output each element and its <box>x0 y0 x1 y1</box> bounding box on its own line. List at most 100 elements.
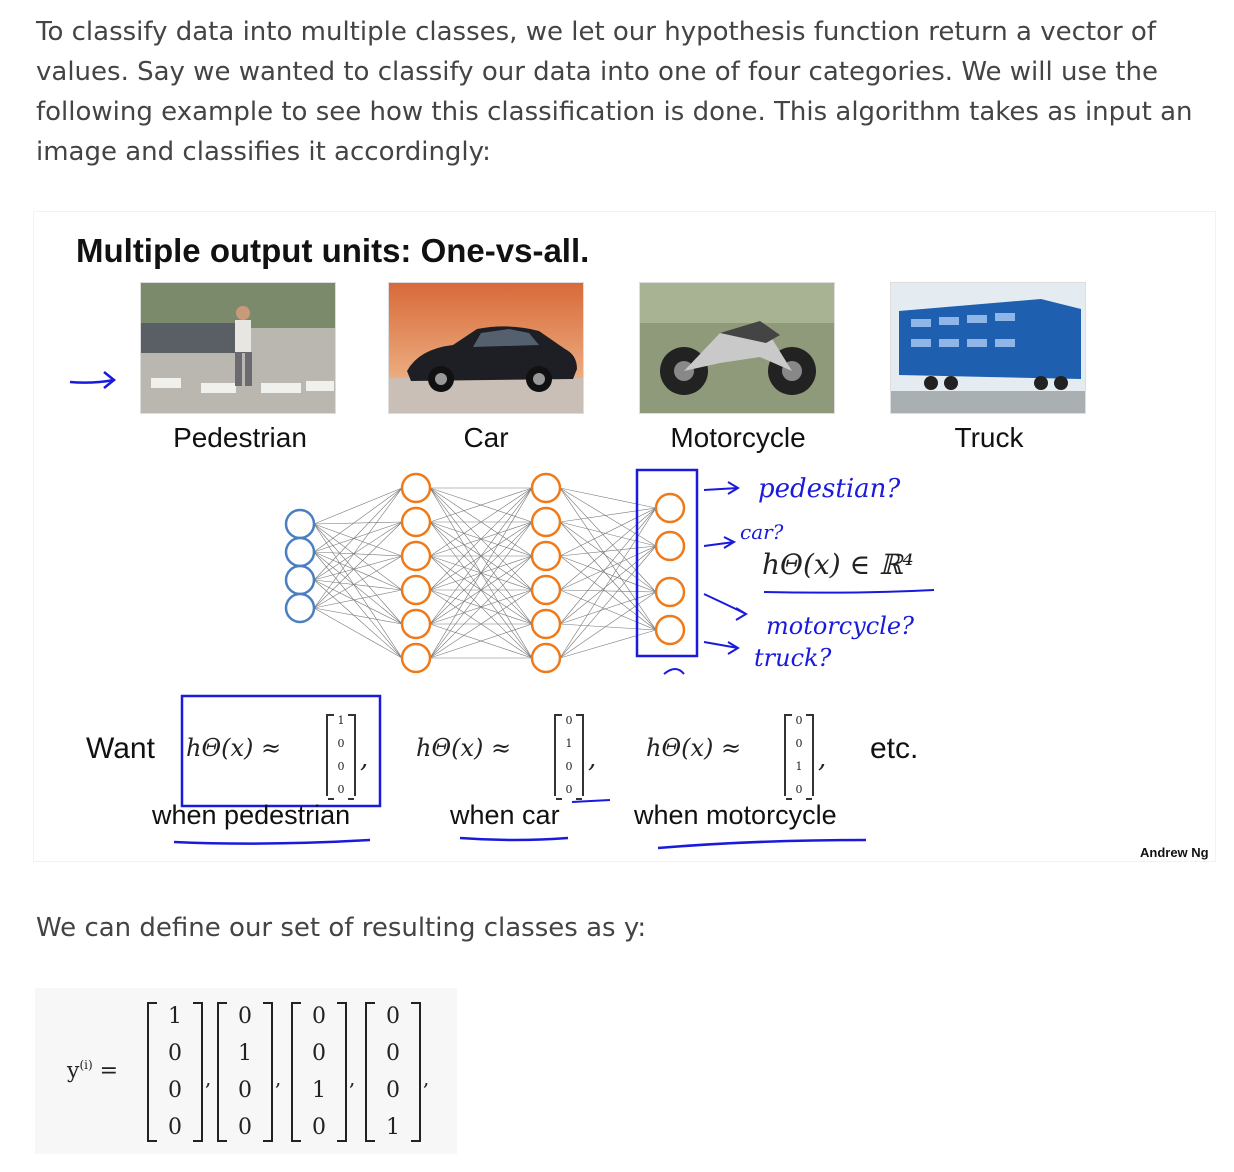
network-edge <box>559 521 657 547</box>
network-edge <box>313 607 403 659</box>
category-label-pedestrian: Pedestrian <box>173 422 307 453</box>
network-edge <box>313 579 403 625</box>
network-edge <box>559 487 657 509</box>
hypothesis-3: hΘ(x) ≈ <box>646 734 742 762</box>
hidden1-neuron <box>400 608 432 640</box>
hidden2-neuron <box>530 608 562 640</box>
network-edge <box>313 579 403 659</box>
network-edge <box>313 487 403 553</box>
network-edge <box>559 507 657 625</box>
network-edge <box>313 607 403 625</box>
network-edge <box>313 555 403 609</box>
hidden1-neuron <box>400 540 432 572</box>
network-edge <box>559 545 657 625</box>
output-neuron <box>654 530 686 562</box>
annotation-car: car? <box>740 520 784 544</box>
category-label-motorcycle: Motorcycle <box>670 422 806 453</box>
network-edge <box>559 507 657 523</box>
network-edge <box>313 521 403 609</box>
network-edge <box>313 523 403 659</box>
hidden2-neuron <box>530 506 562 538</box>
etc-label: etc. <box>870 732 919 765</box>
network-edge <box>313 487 403 609</box>
network-edge <box>429 589 533 659</box>
network-edge <box>559 545 657 557</box>
network-edge <box>559 507 657 659</box>
network-edge <box>429 487 533 523</box>
network-edge <box>313 551 403 557</box>
network-edge <box>559 629 657 659</box>
network-edge <box>429 555 533 659</box>
network-edge <box>429 521 533 659</box>
network-edge <box>429 487 533 591</box>
want-label: Want <box>86 732 155 765</box>
equation-lhs: y(i) = <box>67 1058 119 1084</box>
network-edge <box>559 507 657 557</box>
motorcycle-photo <box>639 282 835 414</box>
network-edge <box>313 523 403 625</box>
pedestrian-photo <box>140 282 336 414</box>
annotation-truck: truck? <box>754 644 832 672</box>
network-edge <box>313 555 403 581</box>
annotation-pedestrian: pedestian? <box>758 474 901 504</box>
hidden2-neuron <box>530 540 562 572</box>
hidden2-neuron <box>530 574 562 606</box>
network-edge <box>313 487 403 581</box>
hidden1-neuron <box>400 642 432 674</box>
input-neuron <box>284 564 316 596</box>
category-label-truck: Truck <box>954 422 1024 453</box>
network-edge <box>429 487 533 625</box>
network-edge <box>559 487 657 631</box>
network-edge <box>313 523 403 591</box>
input-neuron <box>284 536 316 568</box>
input-neuron <box>284 592 316 624</box>
intro-paragraph: To classify data into multiple classes, … <box>36 17 1193 167</box>
hypothesis-1: hΘ(x) ≈ <box>186 734 282 762</box>
when-label-car: when car <box>450 800 560 830</box>
network-edge <box>559 507 657 591</box>
category-label-car: Car <box>463 422 509 453</box>
network-edge <box>313 523 403 557</box>
hidden2-neuron <box>530 472 562 504</box>
network-edge <box>559 555 657 631</box>
network-edge <box>559 623 657 631</box>
network-edge <box>559 487 657 547</box>
network-edge <box>559 521 657 631</box>
network-edge <box>313 579 403 591</box>
hidden2-neuron <box>530 642 562 674</box>
network-edge <box>559 555 657 593</box>
input-neuron <box>284 508 316 540</box>
network-edge <box>313 551 403 591</box>
hidden1-neuron <box>400 472 432 504</box>
network-edge <box>559 545 657 659</box>
neural-network-diagram <box>69 371 935 850</box>
network-edge <box>429 487 533 557</box>
network-edge <box>313 551 403 625</box>
slide-credit: Andrew Ng <box>1140 845 1209 860</box>
network-edge <box>313 521 403 581</box>
truck-photo <box>890 282 1086 414</box>
output-neuron <box>654 614 686 646</box>
network-edge <box>313 521 403 525</box>
network-edge <box>559 521 657 593</box>
output-neuron <box>654 492 686 524</box>
network-edge <box>313 589 403 609</box>
network-edge <box>559 487 657 593</box>
classes-paragraph: We can define our set of resulting class… <box>36 913 647 943</box>
network-edge <box>429 623 533 659</box>
hidden1-neuron <box>400 506 432 538</box>
network-edge <box>559 591 657 625</box>
when-label-motorcycle: when motorcycle <box>634 800 837 830</box>
network-edge <box>559 545 657 591</box>
hypothesis-2: hΘ(x) ≈ <box>416 734 512 762</box>
network-edge <box>313 487 403 525</box>
annotation-motorcycle: motorcycle? <box>766 612 914 640</box>
annotation-hypothesis-space: hΘ(x) ∈ ℝ⁴ <box>762 548 914 581</box>
